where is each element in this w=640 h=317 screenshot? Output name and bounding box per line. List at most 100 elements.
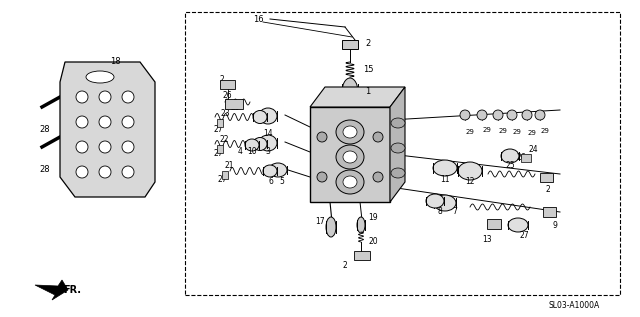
Ellipse shape	[508, 218, 528, 232]
Ellipse shape	[269, 163, 287, 177]
Polygon shape	[60, 62, 155, 197]
Ellipse shape	[253, 111, 267, 124]
Ellipse shape	[433, 160, 457, 176]
Text: 20: 20	[368, 237, 378, 247]
Ellipse shape	[373, 172, 383, 182]
Ellipse shape	[460, 110, 470, 120]
Text: 29: 29	[513, 129, 522, 135]
Text: 6: 6	[269, 177, 273, 185]
Ellipse shape	[507, 110, 517, 120]
Ellipse shape	[99, 116, 111, 128]
Bar	[217, 145, 223, 153]
Ellipse shape	[317, 132, 327, 142]
Text: 2: 2	[342, 261, 348, 269]
Ellipse shape	[343, 126, 357, 138]
Text: 4: 4	[237, 146, 243, 156]
Polygon shape	[35, 280, 68, 300]
Bar	[310, 107, 390, 202]
Text: 5: 5	[280, 178, 284, 186]
Ellipse shape	[336, 170, 364, 194]
Ellipse shape	[522, 110, 532, 120]
Ellipse shape	[99, 91, 111, 103]
Text: 28: 28	[40, 125, 51, 133]
Bar	[487, 219, 501, 229]
Ellipse shape	[343, 176, 357, 188]
Text: 18: 18	[109, 57, 120, 67]
Text: 28: 28	[40, 165, 51, 173]
Text: 23: 23	[220, 109, 230, 119]
Bar	[540, 173, 553, 182]
Ellipse shape	[426, 194, 444, 208]
Text: 9: 9	[552, 221, 557, 230]
Ellipse shape	[253, 138, 267, 151]
Ellipse shape	[336, 120, 364, 144]
Bar	[342, 40, 358, 49]
Text: 12: 12	[465, 177, 475, 185]
Ellipse shape	[493, 110, 503, 120]
Bar	[225, 99, 243, 109]
Bar	[222, 171, 228, 179]
Text: 10: 10	[247, 147, 257, 157]
Ellipse shape	[458, 162, 482, 180]
Text: 27: 27	[213, 125, 223, 133]
Bar	[543, 207, 556, 217]
Text: 11: 11	[440, 174, 450, 184]
Ellipse shape	[391, 118, 405, 128]
Text: 15: 15	[363, 64, 373, 74]
Text: 26: 26	[222, 92, 232, 100]
Ellipse shape	[317, 172, 327, 182]
Text: 7: 7	[452, 208, 458, 217]
Ellipse shape	[76, 116, 88, 128]
Ellipse shape	[477, 110, 487, 120]
Bar	[217, 119, 223, 127]
Text: 14: 14	[263, 130, 273, 139]
Text: 29: 29	[483, 127, 492, 133]
Text: 29: 29	[465, 129, 474, 135]
Text: 27: 27	[519, 230, 529, 240]
Ellipse shape	[391, 168, 405, 178]
Text: 26: 26	[516, 152, 526, 161]
Ellipse shape	[259, 108, 277, 124]
Bar	[354, 251, 370, 260]
Ellipse shape	[535, 110, 545, 120]
Polygon shape	[310, 87, 405, 107]
Ellipse shape	[122, 166, 134, 178]
Ellipse shape	[122, 91, 134, 103]
Text: 13: 13	[482, 235, 492, 243]
Ellipse shape	[336, 145, 364, 169]
Text: 21: 21	[224, 160, 234, 170]
Ellipse shape	[373, 132, 383, 142]
Ellipse shape	[259, 135, 277, 151]
Ellipse shape	[76, 166, 88, 178]
Ellipse shape	[76, 141, 88, 153]
Text: 17: 17	[315, 217, 325, 227]
Text: 2: 2	[546, 184, 550, 193]
Text: FR.: FR.	[63, 285, 81, 295]
Text: 29: 29	[527, 130, 536, 136]
Ellipse shape	[434, 195, 456, 211]
Ellipse shape	[357, 217, 365, 233]
Ellipse shape	[76, 91, 88, 103]
Text: 24: 24	[528, 145, 538, 153]
Text: 29: 29	[499, 128, 508, 134]
Polygon shape	[390, 87, 405, 202]
Text: 8: 8	[438, 208, 442, 217]
Ellipse shape	[86, 71, 114, 83]
Bar	[220, 80, 235, 89]
Ellipse shape	[122, 141, 134, 153]
Ellipse shape	[342, 78, 358, 106]
Ellipse shape	[326, 217, 336, 237]
Ellipse shape	[245, 139, 259, 151]
Text: 22: 22	[220, 134, 228, 144]
Text: 3: 3	[266, 146, 271, 156]
Ellipse shape	[99, 166, 111, 178]
Text: 2: 2	[365, 40, 371, 49]
Ellipse shape	[263, 165, 277, 177]
Bar	[521, 154, 531, 162]
Text: 16: 16	[253, 15, 263, 23]
Text: 27: 27	[217, 174, 227, 184]
Ellipse shape	[99, 141, 111, 153]
Text: 29: 29	[541, 128, 549, 134]
Ellipse shape	[122, 116, 134, 128]
Text: SL03-A1000A: SL03-A1000A	[548, 301, 600, 309]
